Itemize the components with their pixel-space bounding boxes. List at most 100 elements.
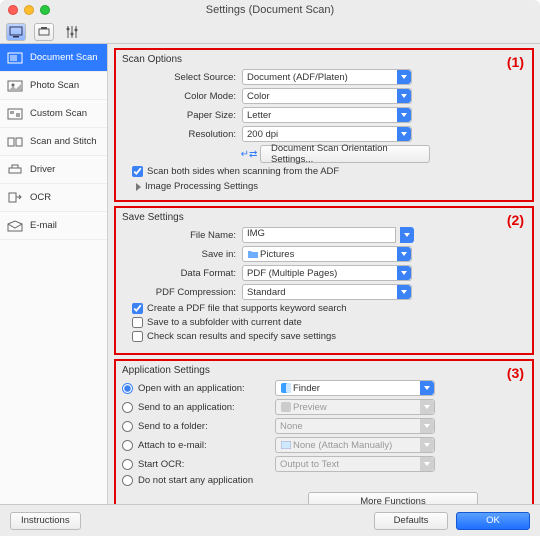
sidebar-item-label: Custom Scan	[30, 108, 87, 119]
file-name-input[interactable]: IMG	[242, 227, 396, 243]
paper-size-dropdown[interactable]: Letter	[242, 107, 412, 123]
printer-icon	[37, 26, 51, 38]
sidebar-item-email[interactable]: E-mail	[0, 212, 107, 240]
chevron-down-icon	[397, 285, 411, 299]
save-settings-title: Save Settings	[122, 212, 526, 223]
save-settings-section: Save Settings (2) File Name: IMG Save in…	[114, 206, 534, 355]
chevron-down-icon	[397, 89, 411, 103]
pdf-compression-dropdown[interactable]: Standard	[242, 284, 412, 300]
annotation-3: (3)	[507, 365, 524, 381]
maximize-icon[interactable]	[40, 5, 50, 15]
open-with-app-dropdown[interactable]: Finder	[275, 380, 435, 396]
chevron-down-icon	[397, 108, 411, 122]
send-to-app-label: Send to an application:	[138, 402, 270, 413]
sidebar-item-ocr[interactable]: OCR	[0, 184, 107, 212]
document-scan-icon	[6, 51, 24, 65]
sidebar-item-label: Document Scan	[30, 52, 98, 63]
chevron-down-icon[interactable]	[400, 227, 414, 243]
finder-icon	[280, 383, 291, 394]
send-to-folder-value: None	[280, 421, 303, 432]
subfolder-checkbox[interactable]	[132, 317, 143, 328]
sidebar-item-scan-and-stitch[interactable]: Scan and Stitch	[0, 128, 107, 156]
keyword-pdf-checkbox[interactable]	[132, 303, 143, 314]
settings-window: Settings (Document Scan) Document Scan P…	[0, 0, 540, 536]
chevron-down-icon	[420, 419, 434, 433]
mail-icon	[280, 440, 291, 451]
scan-both-sides-checkbox[interactable]	[132, 166, 143, 177]
start-ocr-dropdown[interactable]: Output to Text	[275, 456, 435, 472]
sidebar-item-label: E-mail	[30, 220, 57, 231]
chevron-down-icon	[420, 438, 434, 452]
paper-size-label: Paper Size:	[122, 110, 242, 121]
application-settings-section: Application Settings (3) Open with an ap…	[114, 359, 534, 504]
send-to-folder-label: Send to a folder:	[138, 421, 270, 432]
save-in-value: Pictures	[260, 249, 294, 260]
sidebar-item-document-scan[interactable]: Document Scan	[0, 44, 107, 72]
toolbar-scan-from-computer-button[interactable]	[6, 23, 26, 41]
orientation-settings-button[interactable]: Document Scan Orientation Settings...	[260, 145, 430, 163]
paper-size-value: Letter	[247, 110, 271, 121]
pdf-compression-label: PDF Compression:	[122, 287, 242, 298]
save-in-dropdown[interactable]: Pictures	[242, 246, 412, 262]
preview-icon	[280, 402, 291, 413]
open-with-app-value: Finder	[293, 383, 320, 394]
titlebar: Settings (Document Scan)	[0, 0, 540, 20]
send-to-folder-dropdown[interactable]: None	[275, 418, 435, 434]
start-ocr-value: Output to Text	[280, 459, 339, 470]
chevron-down-icon	[420, 400, 434, 414]
footer: Instructions Defaults OK	[0, 504, 540, 536]
scan-both-sides-label: Scan both sides when scanning from the A…	[147, 166, 339, 177]
resolution-dropdown[interactable]: 200 dpi	[242, 126, 412, 142]
toolbar	[0, 20, 540, 44]
data-format-dropdown[interactable]: PDF (Multiple Pages)	[242, 265, 412, 281]
image-processing-disclosure[interactable]: Image Processing Settings	[136, 181, 526, 192]
send-to-folder-radio[interactable]	[122, 421, 133, 432]
sidebar-item-driver[interactable]: Driver	[0, 156, 107, 184]
pdf-compression-value: Standard	[247, 287, 286, 298]
chevron-down-icon	[397, 70, 411, 84]
toolbar-general-settings-button[interactable]	[62, 23, 82, 41]
attach-email-dropdown[interactable]: None (Attach Manually)	[275, 437, 435, 453]
email-icon	[6, 219, 24, 233]
close-icon[interactable]	[8, 5, 18, 15]
start-ocr-radio[interactable]	[122, 459, 133, 470]
toolbar-scan-from-panel-button[interactable]	[34, 23, 54, 41]
computer-icon	[9, 26, 23, 38]
attach-email-radio[interactable]	[122, 440, 133, 451]
sidebar-item-photo-scan[interactable]: Photo Scan	[0, 72, 107, 100]
data-format-value: PDF (Multiple Pages)	[247, 268, 337, 279]
attach-email-label: Attach to e-mail:	[138, 440, 270, 451]
more-functions-button[interactable]: More Functions	[308, 492, 478, 504]
check-results-checkbox[interactable]	[132, 331, 143, 342]
chevron-down-icon	[420, 457, 434, 471]
send-to-app-dropdown[interactable]: Preview	[275, 399, 435, 415]
attach-email-value: None (Attach Manually)	[293, 440, 392, 451]
color-mode-dropdown[interactable]: Color	[242, 88, 412, 104]
file-name-label: File Name:	[122, 230, 242, 241]
defaults-button[interactable]: Defaults	[374, 512, 448, 530]
resolution-label: Resolution:	[122, 129, 242, 140]
keyword-pdf-label: Create a PDF file that supports keyword …	[147, 303, 347, 314]
annotation-2: (2)	[507, 212, 524, 228]
open-with-app-label: Open with an application:	[138, 383, 270, 394]
folder-icon	[247, 249, 258, 260]
open-with-app-radio[interactable]	[122, 383, 133, 394]
instructions-button[interactable]: Instructions	[10, 512, 81, 530]
application-settings-title: Application Settings	[122, 365, 526, 376]
ocr-icon	[6, 191, 24, 205]
annotation-1: (1)	[507, 54, 524, 70]
do-not-start-label: Do not start any application	[138, 475, 253, 486]
sidebar-item-custom-scan[interactable]: Custom Scan	[0, 100, 107, 128]
send-to-app-radio[interactable]	[122, 402, 133, 413]
chevron-down-icon	[420, 381, 434, 395]
main-panel: Scan Options (1) Select Source: Document…	[108, 44, 540, 504]
scan-options-title: Scan Options	[122, 54, 526, 65]
ok-button[interactable]: OK	[456, 512, 530, 530]
scan-options-section: Scan Options (1) Select Source: Document…	[114, 48, 534, 202]
window-controls	[8, 5, 50, 15]
color-mode-label: Color Mode:	[122, 91, 242, 102]
minimize-icon[interactable]	[24, 5, 34, 15]
do-not-start-radio[interactable]	[122, 475, 133, 486]
subfolder-label: Save to a subfolder with current date	[147, 317, 302, 328]
select-source-dropdown[interactable]: Document (ADF/Platen)	[242, 69, 412, 85]
